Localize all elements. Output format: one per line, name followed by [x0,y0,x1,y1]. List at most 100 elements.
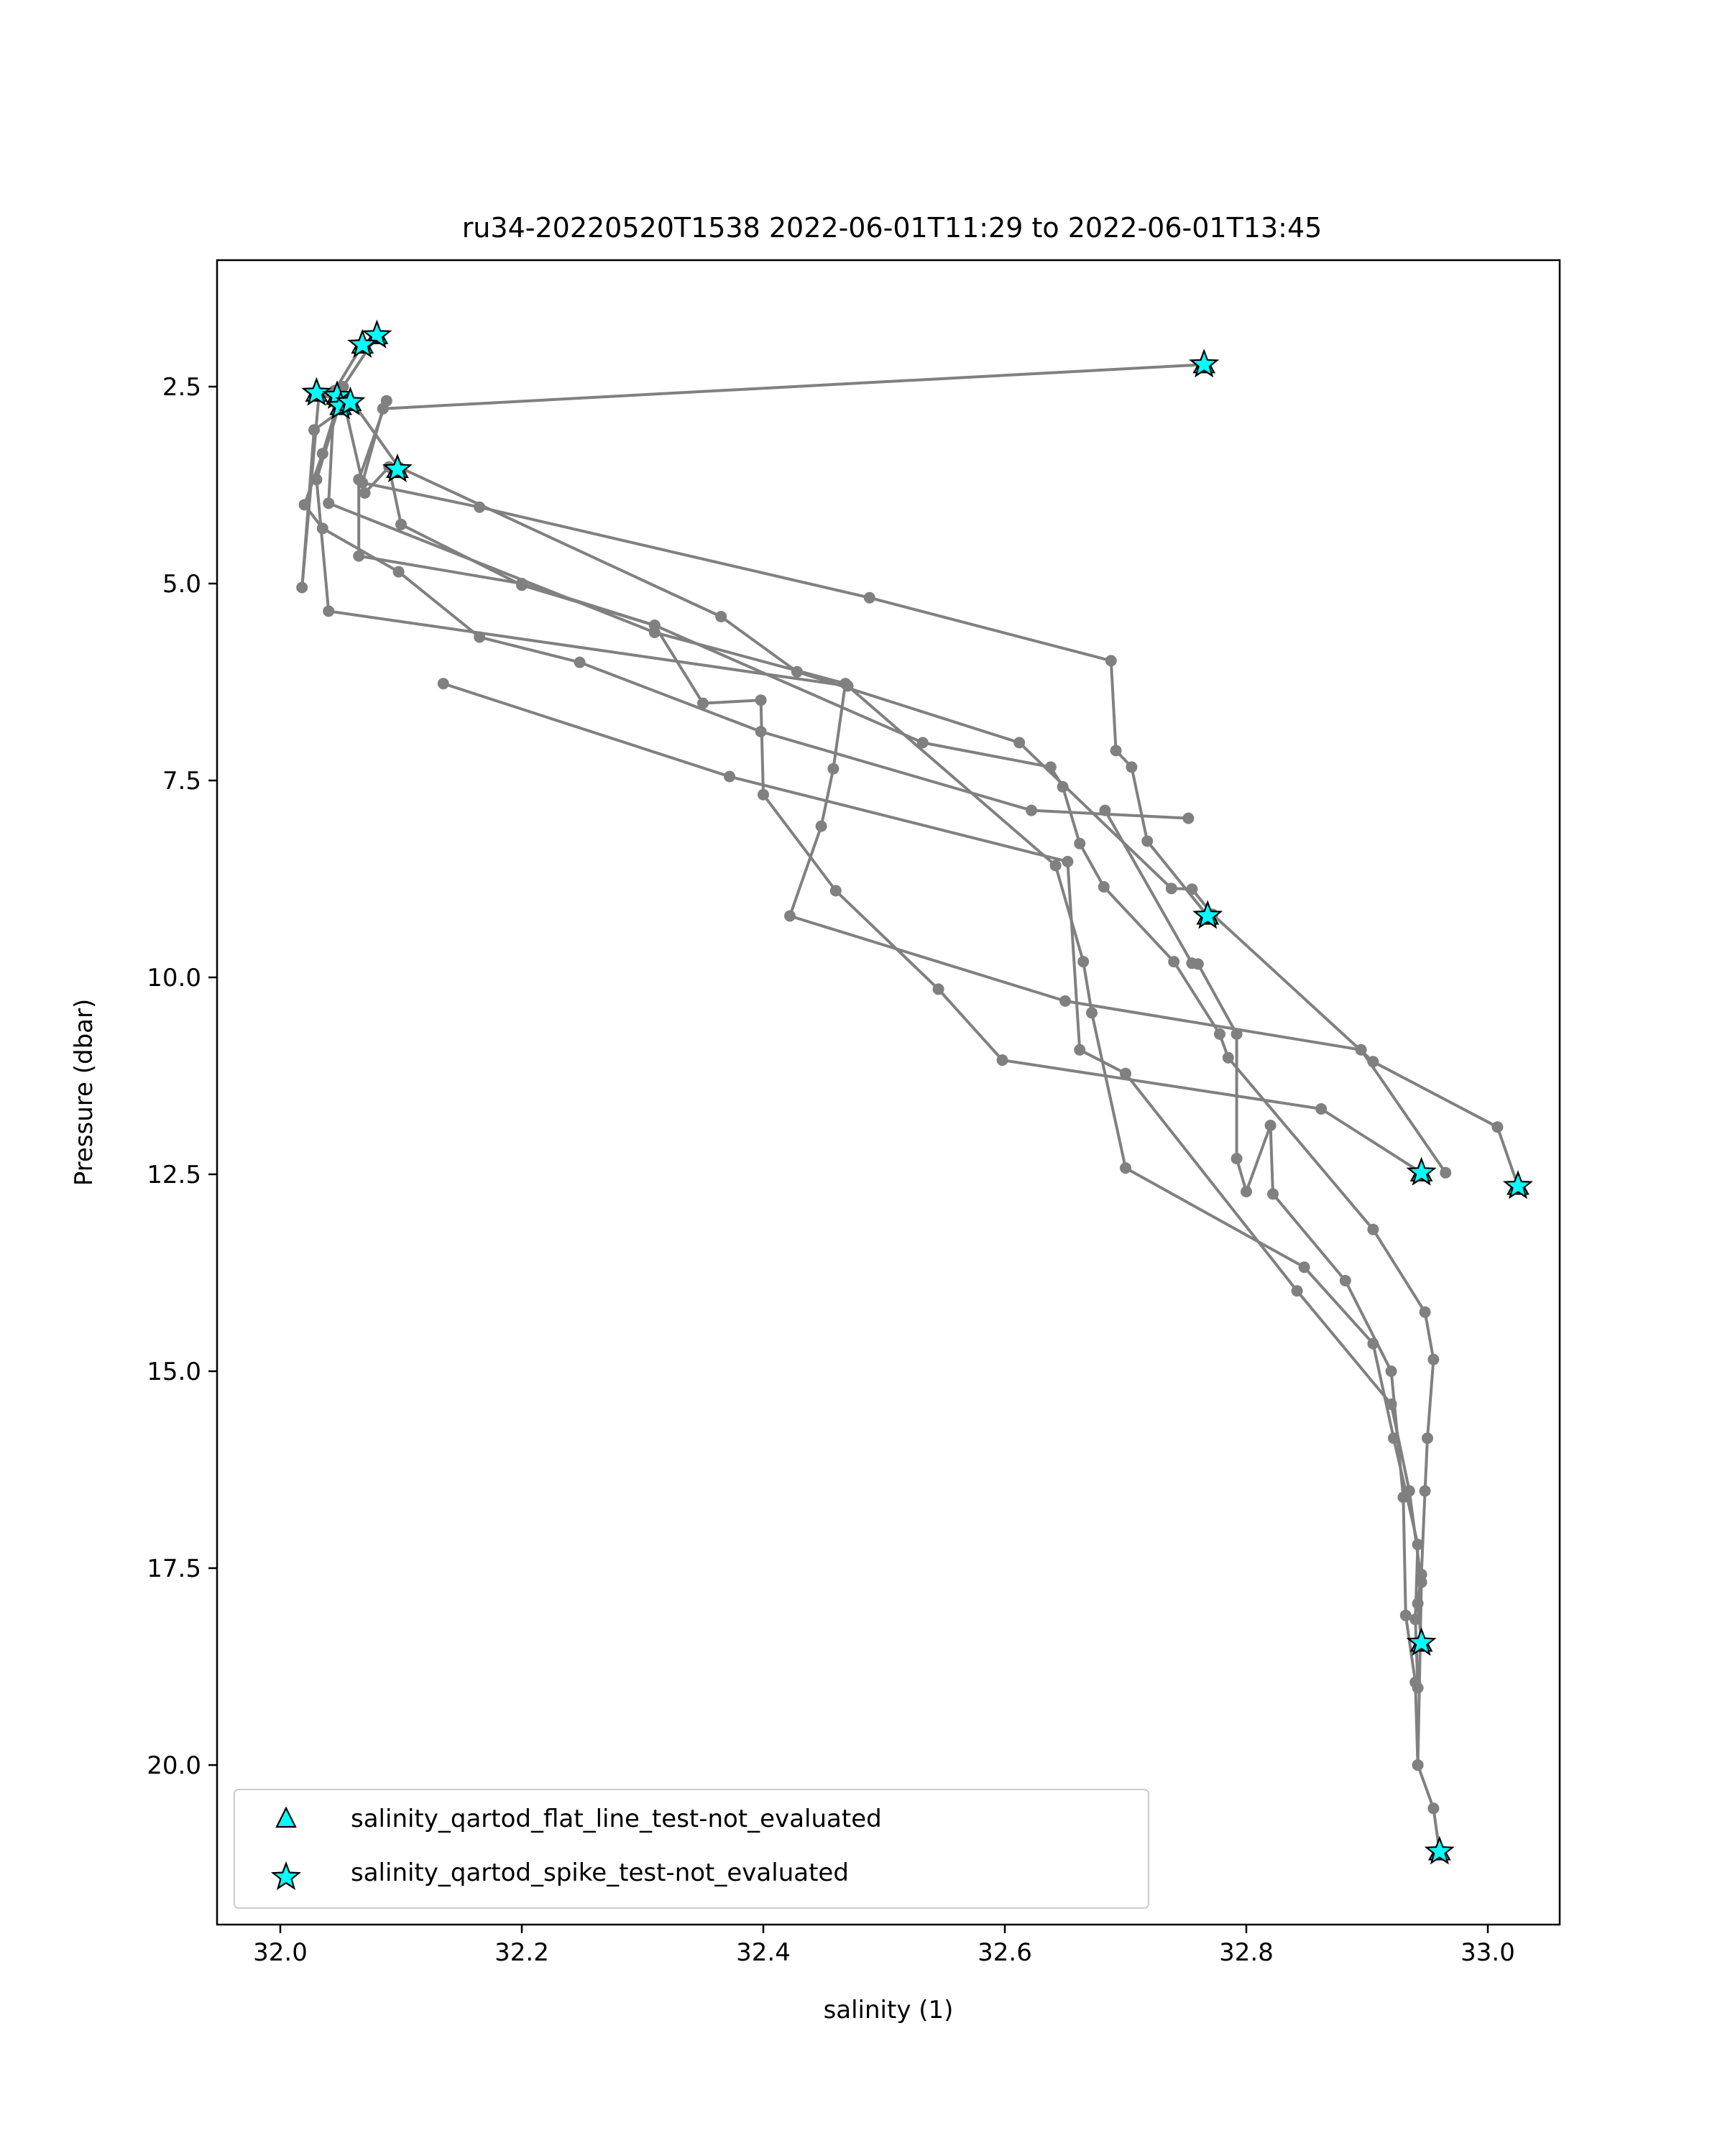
profile-point [1422,1432,1433,1445]
profile-point [724,770,735,783]
profile-point [1367,1223,1379,1235]
profile-point [758,788,769,801]
profile-point [1141,835,1154,847]
y-tick-label: 5.0 [162,570,201,599]
profile-point [1315,1103,1328,1115]
profile-point [1192,958,1204,970]
star-marker-shape [270,1861,302,1890]
profile-point [755,694,767,706]
profile-line [443,682,1441,1852]
profile-point [1222,1051,1234,1064]
profile-point [1339,1275,1351,1286]
profile-point [1491,1121,1504,1133]
profile-point [1182,812,1195,824]
profile-point [1415,1576,1427,1588]
y-tick-label: 17.5 [147,1554,201,1583]
plot-frame [216,259,1561,1926]
spike-flag-marker [1189,349,1220,378]
profile-point [1098,881,1110,893]
profile-point [1397,1491,1409,1503]
spike-flag-marker [1192,900,1223,929]
spike-flag-marker [335,386,366,415]
x-tick-label: 32.2 [494,1938,549,1967]
profile-point [842,680,854,692]
profile-point [827,763,840,775]
spike-flag-marker [301,377,332,406]
profile-point [1044,761,1057,773]
y-axis: 2.5 5.0 7.5 10.0 12.5 15.0 17.5 20.0 [147,373,217,1780]
profile-point [392,566,405,578]
spike-flag-marker [1406,1156,1437,1186]
profile-point [1230,1153,1243,1165]
profile-point [863,591,875,604]
profile-point [932,983,944,995]
profile-point [1074,837,1086,849]
spike-flag-marker [1406,1626,1437,1657]
spike-flag-marker [382,453,413,483]
profile-point [1298,1261,1310,1273]
profile-point [1077,956,1090,968]
profile-point [697,697,709,709]
x-tick-label: 32.4 [736,1938,791,1967]
x-axis-label: salinity (1) [824,1996,954,2024]
legend-label-flat-line: salinity_qartod_flat_line_test-not_evalu… [351,1805,882,1833]
profile-point [1057,780,1069,793]
profile-point [1059,995,1071,1007]
profile-point [1241,1186,1252,1198]
profile-point [815,820,827,832]
profile-point [1409,1676,1422,1688]
profile-point [791,665,803,678]
profile-point [715,611,727,622]
profile-point [996,1054,1008,1067]
profile-point [829,885,842,897]
profile-point [784,910,796,922]
profile-point [1440,1166,1452,1179]
x-axis: 32.0 32.2 32.4 32.6 32.8 33.0 [253,1925,1515,1967]
profile-point [323,497,335,510]
profile-point [574,656,586,668]
profile-point [1126,761,1138,773]
profile-point [1105,655,1117,667]
profile-point [310,474,323,486]
profile-point [1074,1044,1086,1056]
x-tick-label: 32.8 [1219,1938,1274,1967]
x-tick-label: 33.0 [1460,1938,1515,1967]
profile-point [1214,1028,1225,1040]
legend-box [234,1789,1149,1909]
profile-point [916,737,929,749]
profile-point [1110,745,1122,757]
y-tick-label: 12.5 [147,1161,201,1189]
profile-point [1409,1613,1422,1626]
profile-point [1412,1759,1424,1771]
star-marker-icon [270,1861,302,1890]
profile-point [1267,1188,1279,1200]
x-tick-label: 32.6 [978,1938,1032,1967]
profile-point [1026,804,1037,816]
profile-point [1013,737,1026,749]
profile-point [308,424,320,436]
profile-point [1186,883,1198,895]
profile-point [1099,804,1111,816]
profile-point [353,550,365,562]
y-tick-label: 7.5 [162,767,201,796]
profile-point [1419,1306,1431,1318]
profile-point [755,726,767,737]
profile-point [296,581,308,594]
profile-point [1062,855,1074,867]
profile-point [1291,1285,1303,1297]
profile-point [359,487,371,499]
profile-point [1385,1365,1397,1377]
y-tick-label: 2.5 [162,373,201,402]
y-tick-label: 15.0 [147,1358,201,1386]
profile-point [323,605,335,617]
profile-point [395,518,407,530]
y-tick-label: 20.0 [147,1751,201,1780]
legend-label-spike: salinity_qartod_spike_test-not_evaluated [351,1858,849,1887]
profile-line [1103,809,1420,1766]
profile-point [353,474,365,486]
profile-point [1399,1609,1412,1621]
profile-line [361,363,1209,917]
spike-flag-marker [362,319,392,349]
profile-point [1049,860,1062,872]
